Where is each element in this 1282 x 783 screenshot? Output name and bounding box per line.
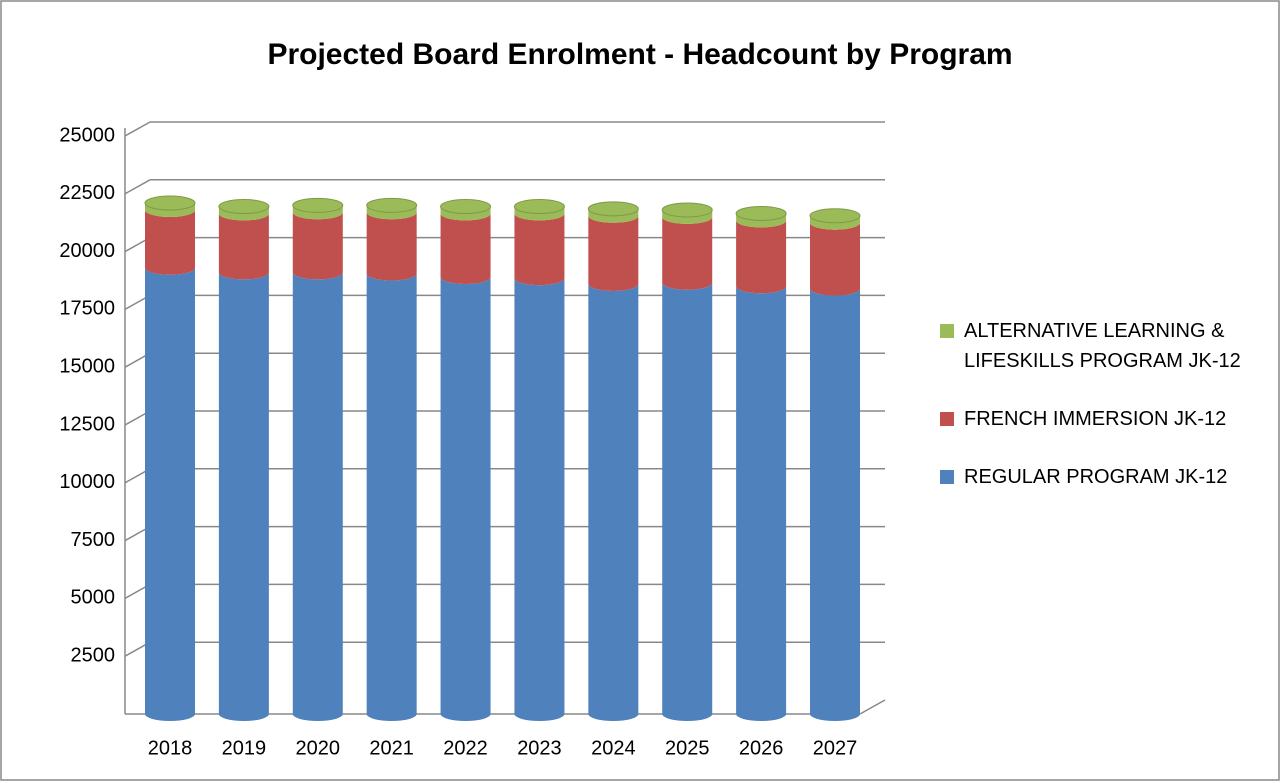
floor-side [859,699,886,715]
bar-segment [218,272,269,722]
x-tick-label: 2018 [148,737,193,759]
bar-segment [366,273,417,722]
y-tick-label: 22500 [59,182,115,204]
bar-segment [440,206,491,221]
legend-swatch [940,412,954,426]
grid-line-side [124,121,151,137]
bar-segment [514,213,565,286]
bar-segment [145,203,195,217]
bar-segment [145,209,195,275]
y-tick-label: 20000 [59,240,115,262]
bar-segment [218,206,269,221]
bar-segment [292,272,343,722]
x-tick-label: 2022 [443,737,488,759]
bar-segment [810,222,860,296]
bar-top [218,199,270,215]
bar-segment [588,208,639,223]
bar-segment [366,205,417,220]
bar-segment [292,205,343,220]
x-tick-label: 2026 [739,737,784,759]
bar-top [809,208,861,224]
bar-segment [662,209,713,224]
bar-segment [736,213,787,228]
bar-segment [440,213,491,285]
bar-segment [218,213,269,280]
bar-segment [292,212,343,280]
bar-segment [440,277,491,722]
legend-label: REGULAR PROGRAM JK-12 [964,466,1228,488]
bar-top [366,197,418,213]
bar-top [587,201,639,217]
x-tick-label: 2025 [665,737,710,759]
bar-segment [662,216,713,290]
y-tick-label: 10000 [59,471,115,493]
x-tick-label: 2019 [222,737,267,759]
y-tick-label: 2500 [71,644,116,666]
grid-line-side [124,179,151,195]
x-tick-label: 2024 [591,737,636,759]
bar-top [292,197,344,213]
legend-swatch [940,470,954,484]
x-tick-label: 2020 [296,737,341,759]
x-tick-label: 2027 [813,737,858,759]
y-tick-label: 5000 [71,587,116,609]
bar-segment [366,212,417,281]
legend-item: REGULAR PROGRAM JK-12 [940,462,1270,492]
legend-label: FRENCH IMMERSION JK-12 [964,408,1227,430]
y-tick-label: 17500 [59,298,115,320]
bar-segment [588,215,639,291]
y-tick-label: 15000 [59,355,115,377]
bar-top [661,202,713,218]
x-tick-label: 2021 [369,737,414,759]
legend-label: ALTERNATIVE LEARNING & LIFESKILLS PROGRA… [964,320,1241,372]
y-tick-label: 12500 [59,413,115,435]
bar-top [440,199,492,215]
bar-segment [588,283,639,722]
chart-title: Projected Board Enrolment - Headcount by… [267,38,1012,71]
bar-segment [662,282,713,722]
y-tick-label: 25000 [59,124,115,146]
legend-swatch [940,324,954,338]
bar-segment [736,286,787,722]
y-tick-label: 7500 [71,529,116,551]
legend-item: ALTERNATIVE LEARNING & LIFESKILLS PROGRA… [940,316,1270,376]
bar-segment [514,278,565,722]
bar-segment [514,206,565,221]
bar-segment [736,220,787,294]
bar-segment [810,288,860,721]
legend: ALTERNATIVE LEARNING & LIFESKILLS PROGRA… [940,316,1270,520]
bar-top [144,195,196,211]
bar-top [513,199,565,215]
bar-segment [810,215,860,230]
bar-top [735,205,787,221]
x-tick-label: 2023 [517,737,562,759]
bar-segment [145,267,195,721]
legend-item: FRENCH IMMERSION JK-12 [940,404,1270,434]
